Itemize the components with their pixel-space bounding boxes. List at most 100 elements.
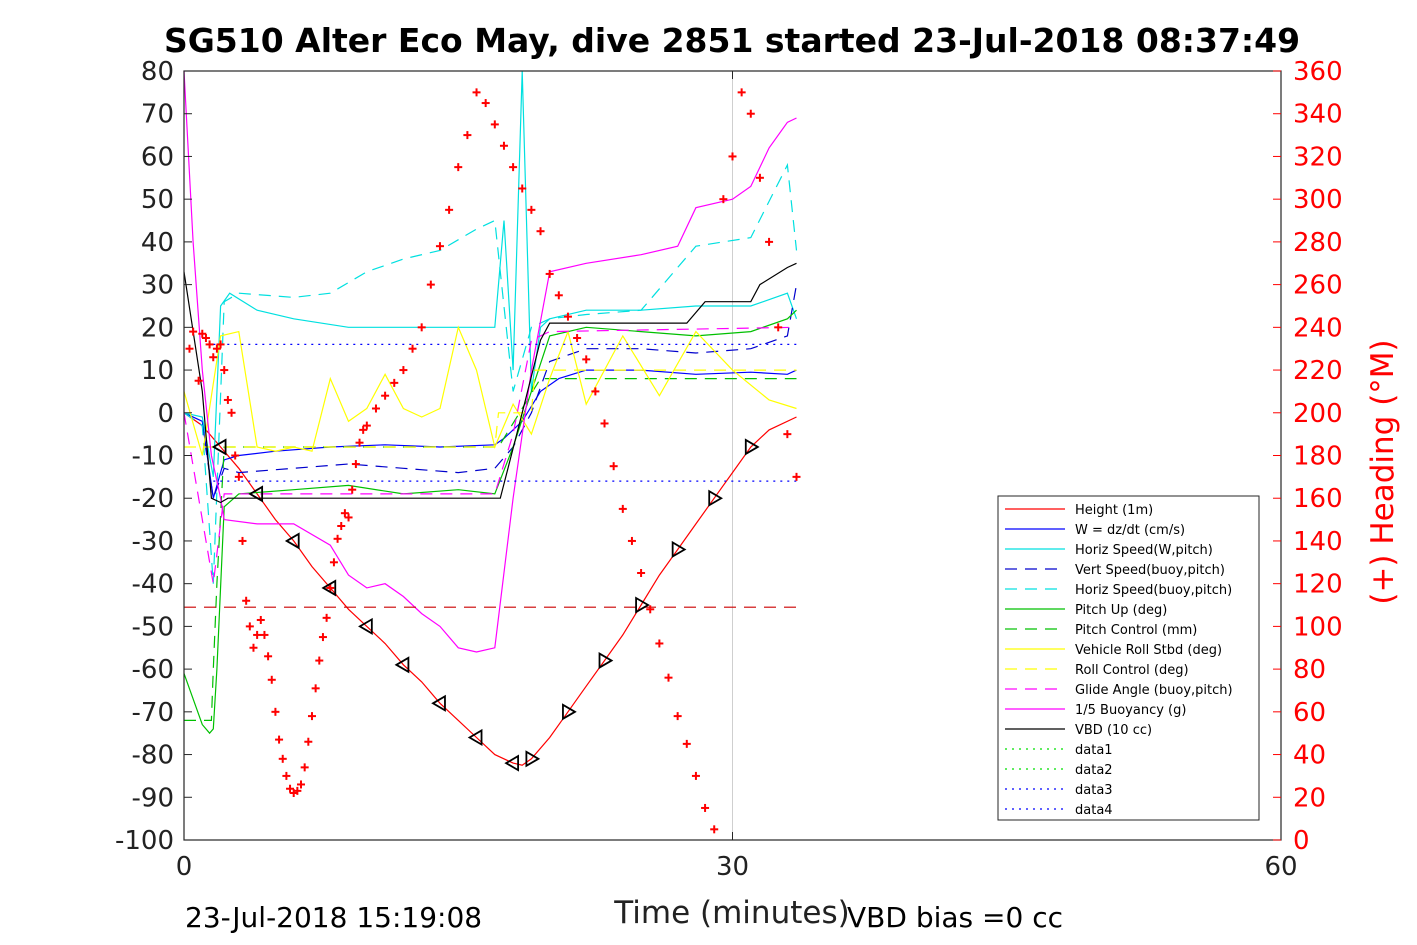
heading-point — [198, 329, 207, 338]
glider-marker — [598, 651, 614, 670]
x-tick-label: 60 — [1264, 852, 1297, 882]
series-line-7 — [183, 325, 797, 456]
heading-point — [333, 534, 342, 543]
tick-layer: 0 30 6080706050403020100-10-20-30-40-50-60… — [115, 57, 1343, 882]
y-tick-label: -50 — [132, 612, 174, 642]
series-line-1 — [183, 369, 797, 499]
heading-point — [390, 378, 399, 387]
heading-point — [238, 536, 247, 545]
heading-point — [609, 462, 618, 471]
heading-point — [355, 438, 364, 447]
y2-tick-label: 220 — [1293, 356, 1343, 386]
y2-tick-label: 300 — [1293, 185, 1343, 215]
glider-marker — [525, 750, 541, 768]
heading-point — [242, 596, 251, 605]
y-tick-label: -90 — [132, 783, 174, 813]
heading-point — [256, 615, 265, 624]
y2-tick-label: 280 — [1293, 228, 1343, 258]
heading-point — [249, 643, 258, 652]
heading-point — [264, 652, 273, 661]
legend-label: Roll Control (deg) — [1075, 663, 1189, 678]
glider-marker — [248, 485, 264, 503]
y-tick-label: 40 — [141, 228, 174, 258]
heading-point — [260, 630, 269, 639]
y-tick-label: 30 — [141, 271, 174, 301]
y-tick-label: -100 — [115, 826, 174, 856]
y-tick-label: 70 — [141, 100, 174, 130]
heading-point — [509, 163, 518, 172]
heading-point — [297, 780, 306, 789]
heading-point — [463, 131, 472, 140]
glider-marker — [431, 694, 446, 712]
heading-point — [792, 472, 801, 481]
glider-marker — [358, 617, 373, 635]
heading-point — [227, 408, 236, 417]
y-tick-label: -70 — [132, 698, 174, 728]
y2-axis-label: (+) Heading (°M) — [1365, 339, 1401, 604]
y2-tick-label: 260 — [1293, 271, 1343, 301]
heading-point — [351, 460, 360, 469]
heading-point — [212, 344, 221, 353]
footer-vbd-bias: VBD bias =0 cc — [847, 901, 1063, 934]
heading-point — [194, 376, 203, 385]
heading-point — [311, 684, 320, 693]
heading-point — [282, 771, 291, 780]
heading-point — [245, 622, 254, 631]
heading-point — [554, 291, 563, 300]
legend-label: 1/5 Buoyancy (g) — [1075, 703, 1186, 718]
heading-point — [737, 88, 746, 97]
heading-point — [618, 504, 627, 513]
y2-tick-label: 60 — [1293, 698, 1326, 728]
heading-point — [481, 99, 490, 108]
legend-box — [997, 495, 1260, 821]
series-line-11 — [183, 262, 797, 504]
heading-point — [275, 735, 284, 744]
x-tick-label: 0 — [176, 852, 193, 882]
heading-point — [326, 583, 335, 592]
y-tick-label: -20 — [132, 484, 174, 514]
legend-label: Vehicle Roll Stbd (deg) — [1075, 643, 1222, 658]
footer-timestamp: 23-Jul-2018 15:19:08 — [185, 901, 482, 934]
heading-point — [637, 568, 646, 577]
y-tick-label: 50 — [141, 185, 174, 215]
heading-point — [189, 327, 198, 336]
heading-point — [185, 344, 194, 353]
legend-label: data1 — [1075, 743, 1113, 758]
heading-point — [573, 334, 582, 343]
heading-point — [655, 639, 664, 648]
legend-label: Horiz Speed(W,pitch) — [1075, 543, 1213, 558]
heading-point — [527, 205, 536, 214]
glider-marker — [671, 540, 687, 559]
heading-point — [591, 387, 600, 396]
y-tick-label: -30 — [132, 527, 174, 557]
y2-tick-label: 120 — [1293, 570, 1343, 600]
heading-point — [340, 509, 349, 518]
heading-point — [408, 344, 417, 353]
heading-point — [322, 613, 331, 622]
heading-point — [563, 312, 572, 321]
heading-point — [318, 633, 327, 642]
heading-point — [728, 152, 737, 161]
heading-point — [710, 825, 719, 834]
heading-point — [205, 340, 214, 349]
heading-point — [381, 391, 390, 400]
heading-point — [765, 237, 774, 246]
legend-label: Height (1m) — [1075, 503, 1153, 518]
heading-point — [691, 771, 700, 780]
heading-point — [600, 419, 609, 428]
heading-point — [472, 88, 481, 97]
heading-point — [445, 205, 454, 214]
y-tick-label: 80 — [141, 57, 174, 87]
y2-tick-label: 0 — [1293, 826, 1310, 856]
heading-point — [223, 395, 232, 404]
heading-point — [664, 673, 673, 682]
heading-point — [774, 323, 783, 332]
heading-point — [267, 675, 276, 684]
series-line-0 — [183, 412, 797, 766]
series-line-4 — [183, 162, 798, 584]
y2-tick-label: 200 — [1293, 399, 1343, 429]
legend-items: Height (1m) W = dz/dt (cm/s) Horiz Speed(W… — [1005, 503, 1233, 818]
x-axis-label: Time (minutes) — [613, 895, 849, 931]
heading-point — [682, 739, 691, 748]
glider-marker — [467, 728, 483, 747]
